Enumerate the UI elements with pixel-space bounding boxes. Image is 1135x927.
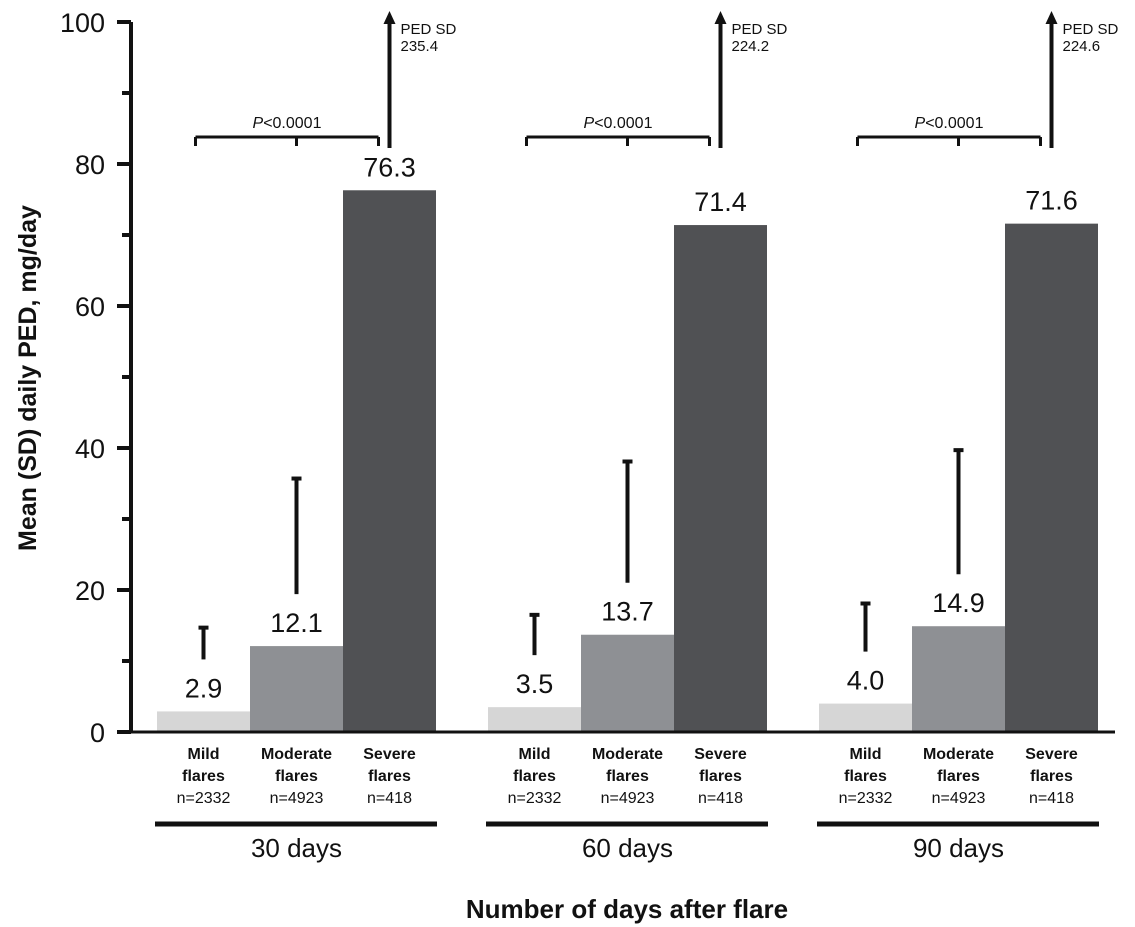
category-n-label: n=2332: [508, 790, 562, 807]
p-value-label: P<0.0001: [253, 115, 322, 132]
bar: [674, 225, 767, 732]
category-label: flares: [513, 768, 556, 785]
bar: [912, 626, 1005, 732]
category-label: flares: [699, 768, 742, 785]
category-n-label: n=418: [1029, 790, 1074, 807]
category-label: Mild: [850, 746, 882, 763]
sd-note-title: PED SD: [732, 21, 788, 38]
y-tick-label: 20: [75, 576, 105, 606]
sd-note-value: 235.4: [401, 38, 439, 55]
sd-arrow-head: [383, 11, 396, 24]
x-axis-title: Number of days after flare: [466, 894, 788, 924]
sd-note-value: 224.6: [1063, 38, 1101, 55]
bar-value-label: 76.3: [363, 152, 416, 182]
p-value-label: P<0.0001: [584, 115, 653, 132]
sd-note-title: PED SD: [1063, 21, 1119, 38]
y-tick-label: 40: [75, 434, 105, 464]
y-tick-label: 60: [75, 292, 105, 322]
category-n-label: n=2332: [177, 790, 231, 807]
bar: [343, 190, 436, 732]
sd-arrow-head: [714, 11, 727, 24]
category-label: flares: [275, 768, 318, 785]
y-tick-label: 0: [90, 718, 105, 748]
category-n-label: n=4923: [601, 790, 655, 807]
y-tick-label: 80: [75, 150, 105, 180]
y-axis-title: Mean (SD) daily PED, mg/day: [14, 205, 42, 551]
category-n-label: n=418: [698, 790, 743, 807]
sd-note-value: 224.2: [732, 38, 770, 55]
bar-value-label: 2.9: [185, 673, 223, 703]
category-n-label: n=4923: [932, 790, 986, 807]
category-n-label: n=2332: [839, 790, 893, 807]
sd-arrow-head: [1045, 11, 1058, 24]
p-value-label: P<0.0001: [915, 115, 984, 132]
category-label: Severe: [1025, 746, 1078, 763]
bar-value-label: 14.9: [932, 588, 985, 618]
bar: [1005, 223, 1098, 732]
group-label: 60 days: [582, 833, 673, 863]
category-n-label: n=4923: [270, 790, 324, 807]
category-label: Severe: [363, 746, 416, 763]
category-label: Mild: [188, 746, 220, 763]
category-label: Mild: [519, 746, 551, 763]
bar: [157, 711, 250, 732]
category-label: flares: [368, 768, 411, 785]
group-label: 90 days: [913, 833, 1004, 863]
category-label: Severe: [694, 746, 747, 763]
bar: [581, 634, 674, 732]
category-label: Moderate: [592, 746, 663, 763]
bar-value-label: 3.5: [516, 669, 554, 699]
category-label: flares: [844, 768, 887, 785]
sd-note-title: PED SD: [401, 21, 457, 38]
category-label: Moderate: [261, 746, 332, 763]
y-tick-label: 100: [60, 8, 105, 38]
category-label: flares: [606, 768, 649, 785]
bar: [819, 703, 912, 732]
category-label: Moderate: [923, 746, 994, 763]
category-label: flares: [182, 768, 225, 785]
bar: [250, 646, 343, 732]
bar-value-label: 71.6: [1025, 186, 1078, 216]
bar-value-label: 13.7: [601, 597, 654, 627]
bar: [488, 707, 581, 732]
category-n-label: n=418: [367, 790, 412, 807]
bar-value-label: 4.0: [847, 666, 885, 696]
bar-value-label: 71.4: [694, 187, 747, 217]
bar-value-label: 12.1: [270, 608, 323, 638]
group-label: 30 days: [251, 833, 342, 863]
category-label: flares: [937, 768, 980, 785]
category-label: flares: [1030, 768, 1073, 785]
